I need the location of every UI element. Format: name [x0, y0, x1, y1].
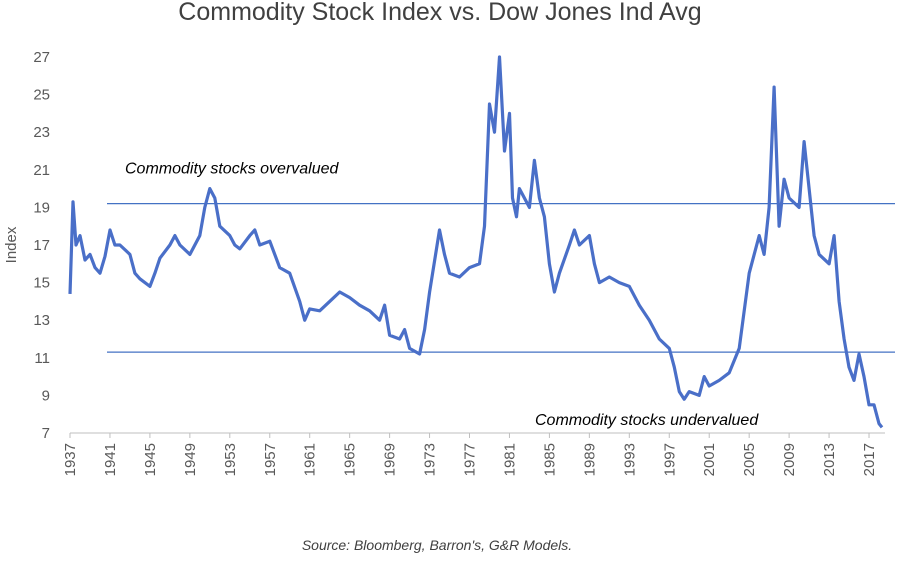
y-tick-label: 15 [33, 275, 50, 292]
y-tick-label: 27 [33, 49, 50, 66]
y-tick-label: 25 [33, 87, 50, 104]
x-tick-label: 1961 [302, 443, 319, 476]
y-tick-label: 21 [33, 162, 50, 179]
x-tick-label: 2017 [861, 443, 878, 476]
x-tick-label: 1957 [262, 443, 279, 476]
x-tick-label: 1989 [581, 443, 598, 476]
x-tick-label: 1977 [462, 443, 479, 476]
x-tick-label: 2009 [781, 443, 798, 476]
x-tick-label: 1993 [621, 443, 638, 476]
y-tick-label: 17 [33, 237, 50, 254]
y-tick-label: 11 [34, 350, 50, 367]
x-tick-label: 1997 [661, 443, 678, 476]
x-tick-label: 2005 [741, 443, 758, 476]
annotation: Commodity stocks undervalued [535, 412, 759, 429]
y-tick-label: 23 [33, 124, 50, 141]
y-axis-label: Index [3, 226, 20, 263]
y-tick-label: 19 [33, 199, 50, 216]
x-tick-label: 1949 [182, 443, 199, 476]
x-tick-label: 1945 [142, 443, 159, 476]
x-tick-label: 1965 [342, 443, 359, 476]
x-tick-label: 1973 [422, 443, 439, 476]
x-tick-label: 1953 [222, 443, 239, 476]
chart-title: Commodity Stock Index vs. Dow Jones Ind … [178, 0, 701, 26]
data-line [68, 55, 884, 429]
x-tick-label: 2013 [821, 443, 838, 476]
x-tick-label: 1981 [501, 443, 518, 476]
annotation: Commodity stocks overvalued [125, 161, 340, 178]
y-tick-label: 13 [33, 312, 50, 329]
source-note: Source: Bloomberg, Barron's, G&R Models. [302, 537, 572, 553]
x-tick-label: 1969 [382, 443, 399, 476]
x-tick-label: 1941 [102, 443, 119, 476]
y-tick-label: 9 [42, 387, 50, 404]
x-tick-label: 2001 [701, 443, 718, 476]
x-tick-label: 1937 [62, 443, 79, 476]
y-tick-label: 7 [42, 425, 50, 442]
x-tick-label: 1985 [541, 443, 558, 476]
